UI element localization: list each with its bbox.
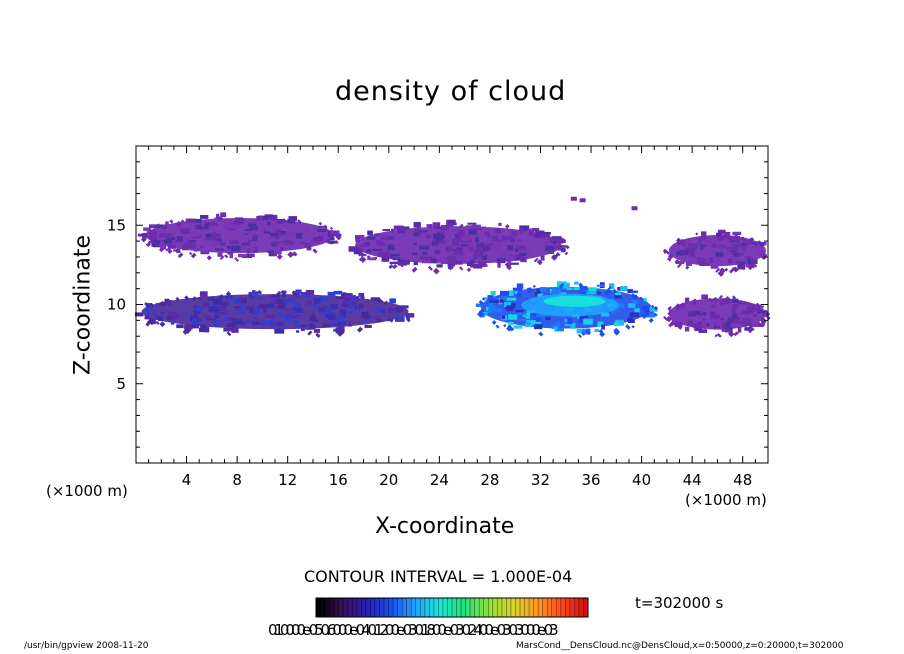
colorbar-swatch xyxy=(574,598,580,617)
x-tick-label: 8 xyxy=(232,471,242,489)
colorbar-swatch xyxy=(483,598,489,617)
colorbar-swatch xyxy=(497,598,503,617)
colorbar-swatch xyxy=(520,598,526,617)
colorbar-swatch xyxy=(411,598,417,617)
colorbar-swatch xyxy=(578,598,584,617)
colorbar-swatch xyxy=(560,598,566,617)
colorbar-swatch xyxy=(370,598,376,617)
colorbar-labels: 0.10000e-05 0.6000e-04 0.1200e-03 0.1800… xyxy=(268,621,559,639)
y-tick-label: 5 xyxy=(116,375,126,393)
footer-right: MarsCond__DensCloud.nc@DensCloud,x=0:500… xyxy=(516,641,844,651)
colorbar-swatch xyxy=(316,598,322,617)
colorbar-swatch xyxy=(551,598,557,617)
colorbar-swatch xyxy=(488,598,494,617)
colorbar-swatch xyxy=(347,598,353,617)
colorbar-swatch xyxy=(397,598,403,617)
colorbar-swatch xyxy=(538,598,544,617)
z-axis-unit: (×1000 m) xyxy=(46,482,128,500)
x-tick-label: 44 xyxy=(683,471,702,489)
colorbar-swatch xyxy=(492,598,498,617)
colorbar-swatch xyxy=(424,598,430,617)
cloud-region xyxy=(662,229,768,277)
x-tick-label: 20 xyxy=(379,471,398,489)
colorbar-swatch xyxy=(352,598,358,617)
cloud-region xyxy=(137,212,343,262)
colorbar-swatch xyxy=(415,598,421,617)
colorbar-swatch xyxy=(420,598,426,617)
colorbar-swatch xyxy=(438,598,444,617)
x-tick-label: 12 xyxy=(278,471,297,489)
colorbar-swatch xyxy=(461,598,467,617)
colorbar-swatch xyxy=(325,598,331,617)
contour-interval-label: CONTOUR INTERVAL = 1.000E-04 xyxy=(304,567,573,586)
colorbar-frame xyxy=(315,597,589,618)
x-axis-unit: (×1000 m) xyxy=(685,491,767,509)
chart-title: density of cloud xyxy=(335,76,567,107)
colorbar-swatch xyxy=(356,598,362,617)
colorbar-swatch xyxy=(361,598,367,617)
y-tick-label: 10 xyxy=(107,296,126,314)
time-label: t=302000 s xyxy=(635,594,724,612)
colorbar-swatch xyxy=(320,598,326,617)
cloud-speck xyxy=(570,196,577,201)
x-tick-label: 28 xyxy=(480,471,499,489)
colorbar-swatch xyxy=(442,598,448,617)
x-tick-label: 16 xyxy=(329,471,348,489)
colorbar-swatch xyxy=(379,598,385,617)
colorbar-swatch xyxy=(365,598,371,617)
colorbar-swatch xyxy=(402,598,408,617)
colorbar-swatch xyxy=(474,598,480,617)
colorbar-swatch xyxy=(343,598,349,617)
cloud-speck xyxy=(631,206,638,211)
colorbar-swatch xyxy=(406,598,412,617)
colorbar-swatch xyxy=(510,598,516,617)
colorbar-swatch xyxy=(334,598,340,617)
colorbar-swatch xyxy=(569,598,575,617)
x-tick-label: 36 xyxy=(581,471,600,489)
colorbar-swatch xyxy=(393,598,399,617)
colorbar-swatch xyxy=(542,598,548,617)
colorbar-swatch xyxy=(456,598,462,617)
cloud-region xyxy=(348,219,570,275)
x-tick-label: 32 xyxy=(531,471,550,489)
colorbar-swatch xyxy=(529,598,535,617)
x-tick-label: 40 xyxy=(632,471,651,489)
y-axis-label: Z-coordinate xyxy=(70,235,96,375)
colorbar-swatch xyxy=(565,598,571,617)
cloud-region xyxy=(663,294,771,338)
colorbar-swatch xyxy=(501,598,507,617)
x-tick-label: 48 xyxy=(733,471,752,489)
colorbar-swatch xyxy=(447,598,453,617)
colorbar-swatch xyxy=(524,598,530,617)
colorbar-swatch xyxy=(388,598,394,617)
colorbar-swatch xyxy=(338,598,344,617)
colorbar-swatch xyxy=(533,598,539,617)
y-tick-label: 15 xyxy=(107,216,126,234)
colorbar-swatch xyxy=(452,598,458,617)
colorbar-swatch xyxy=(583,598,589,617)
colorbar-swatch xyxy=(429,598,435,617)
colorbar-swatch xyxy=(470,598,476,617)
colorbar-swatch xyxy=(479,598,485,617)
cloud-density-field xyxy=(134,196,771,338)
x-tick-label: 4 xyxy=(182,471,192,489)
x-axis-label: X-coordinate xyxy=(375,514,515,539)
colorbar-swatch xyxy=(506,598,512,617)
cloud-region xyxy=(475,281,659,338)
colorbar-swatch xyxy=(465,598,471,617)
colorbar-swatch xyxy=(329,598,335,617)
colorbar-swatch xyxy=(374,598,380,617)
colorbar-swatch xyxy=(556,598,562,617)
colorbar-swatch xyxy=(384,598,390,617)
cloud-region xyxy=(134,289,415,338)
colorbar xyxy=(315,597,589,618)
x-tick-label: 24 xyxy=(430,471,449,489)
colorbar-swatch xyxy=(515,598,521,617)
footer-left: /usr/bin/gpview 2008-11-20 xyxy=(24,641,149,651)
colorbar-swatch xyxy=(433,598,439,617)
cloud-speck xyxy=(579,198,586,203)
colorbar-swatch xyxy=(547,598,553,617)
